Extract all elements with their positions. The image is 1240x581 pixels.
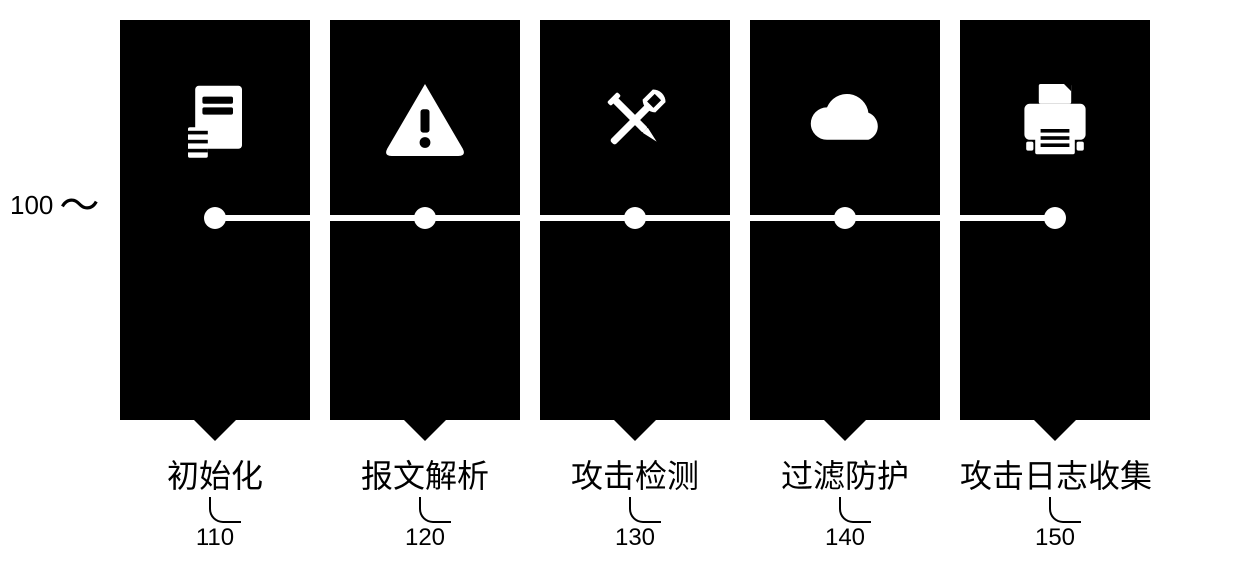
- steps-row: 初始化 110: [120, 20, 1220, 547]
- step-number-lead: 130: [540, 497, 730, 547]
- step-number: 140: [750, 524, 940, 552]
- timeline-segment: [330, 215, 520, 221]
- timeline-dot: [414, 207, 436, 229]
- step-description: [558, 250, 712, 402]
- step-filter: 过滤防护 140: [750, 20, 940, 547]
- step-label: 攻击检测: [540, 451, 730, 497]
- step-description: [978, 250, 1132, 402]
- step-label: 攻击日志收集: [960, 451, 1150, 497]
- step-card: [540, 20, 730, 420]
- icon-area: [120, 20, 310, 220]
- icon-area: [960, 20, 1150, 220]
- step-card: [120, 20, 310, 420]
- tools-icon: [590, 75, 680, 165]
- tilde-connector: 〜: [59, 196, 99, 216]
- timeline-segment: [540, 215, 730, 221]
- timeline-segment: [750, 215, 940, 221]
- timeline-segment: [960, 215, 1150, 221]
- icon-area: [330, 20, 520, 220]
- icon-area: [750, 20, 940, 220]
- step-description: [138, 250, 292, 402]
- step-number-lead: 110: [120, 497, 310, 547]
- cloud-icon: [800, 75, 890, 165]
- arrow-down-icon: [823, 419, 867, 441]
- step-description: [348, 250, 502, 402]
- arrow-down-icon: [403, 419, 447, 441]
- step-number: 110: [120, 524, 310, 552]
- diagram-container: 100 〜: [20, 20, 1220, 547]
- step-number-lead: 150: [960, 497, 1150, 547]
- printer-icon: [1010, 75, 1100, 165]
- arrow-down-icon: [1033, 419, 1077, 441]
- step-init: 初始化 110: [120, 20, 310, 547]
- step-card: [960, 20, 1150, 420]
- step-number-lead: 120: [330, 497, 520, 547]
- step-number: 120: [330, 524, 520, 552]
- step-label: 过滤防护: [750, 451, 940, 497]
- timeline-dot: [624, 207, 646, 229]
- step-number: 130: [540, 524, 730, 552]
- diagram-ref-label: 100: [10, 190, 53, 221]
- step-card: [750, 20, 940, 420]
- step-parse: 报文解析 120: [330, 20, 520, 547]
- step-number: 150: [960, 524, 1150, 552]
- step-card: [330, 20, 520, 420]
- timeline-dot: [204, 207, 226, 229]
- step-detect: 攻击检测 130: [540, 20, 730, 547]
- step-label: 报文解析: [330, 451, 520, 497]
- timeline-dot: [1044, 207, 1066, 229]
- step-label: 初始化: [120, 451, 310, 497]
- diagram-ref-marker: 100 〜: [10, 190, 99, 221]
- step-description: [768, 250, 922, 402]
- step-number-lead: 140: [750, 497, 940, 547]
- arrow-down-icon: [193, 419, 237, 441]
- timeline-dot: [834, 207, 856, 229]
- notebook-icon: [170, 75, 260, 165]
- timeline-segment: [120, 215, 310, 221]
- icon-area: [540, 20, 730, 220]
- warning-icon: [380, 75, 470, 165]
- step-log: 攻击日志收集 150: [960, 20, 1150, 547]
- arrow-down-icon: [613, 419, 657, 441]
